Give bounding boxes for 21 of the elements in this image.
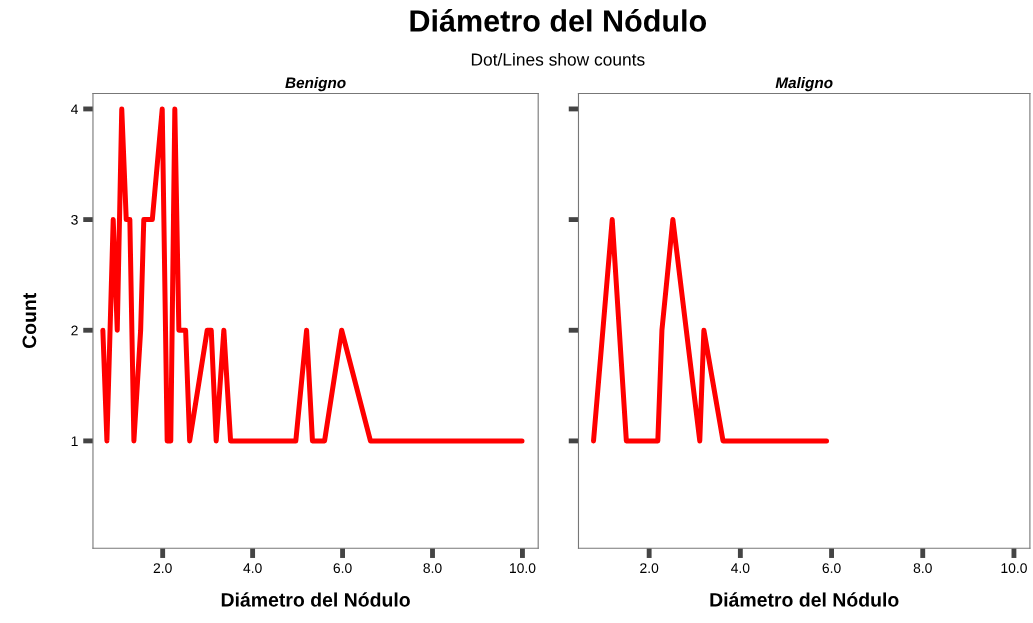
x-tick-label: 4.0 [731,563,750,574]
x-tick-label: 6.0 [822,563,841,574]
x-tick-label: 2.0 [640,563,659,574]
x-tick-label: 10.0 [510,563,536,574]
y-tick-label: 2 [71,325,78,336]
x-tick-label: 10.0 [1001,563,1027,574]
y-axis-title: Count [22,293,37,349]
x-tick-label: 8.0 [913,563,932,574]
chart-title: Diámetro del Nódulo [410,9,707,32]
chart-subtitle: Dot/Lines show counts [471,52,645,66]
text: Benigno [285,76,346,92]
y-tick-label: 4 [70,104,78,114]
x-tick-label: 6.0 [333,563,352,574]
x-axis-title: Diámetro del Nódulo [221,592,410,607]
text: Maligno [775,76,833,92]
x-tick-label: 4.0 [243,563,262,574]
y-tick-label: 3 [71,214,78,225]
x-tick-label: 8.0 [423,563,442,574]
x-tick-label: 2.0 [153,563,172,574]
y-tick-label: 1 [71,436,78,446]
x-axis-title: Diámetro del Nódulo [710,592,899,607]
